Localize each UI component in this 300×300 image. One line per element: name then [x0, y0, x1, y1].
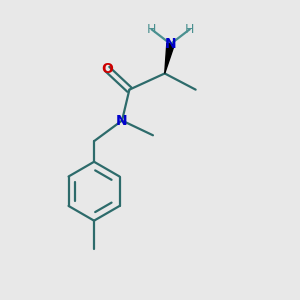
- Text: N: N: [116, 114, 128, 128]
- Text: O: O: [101, 62, 113, 76]
- Polygon shape: [165, 43, 174, 74]
- Text: H: H: [185, 23, 194, 36]
- Text: N: N: [165, 37, 176, 51]
- Text: H: H: [147, 23, 156, 36]
